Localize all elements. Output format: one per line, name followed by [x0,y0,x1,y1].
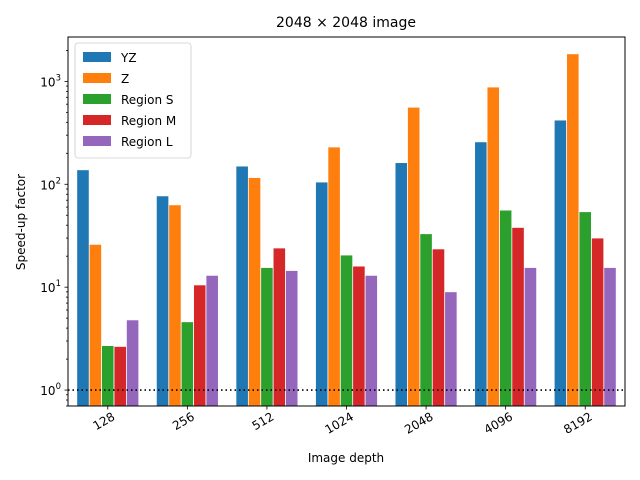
bar-yz-2048 [394,162,408,407]
y-axis-label: Speed-up factor [14,174,28,270]
bar-region-m-1024 [352,265,366,407]
bar-region-l-512 [285,270,299,407]
legend: YZ Z Region S Region M Region L [74,42,192,159]
chart-title: 2048 × 2048 image [276,15,416,31]
bar-region-l-128 [126,319,139,407]
legend-frame [74,42,192,159]
x-axis-label: Image depth [308,451,384,465]
y-tick-label: 100 [40,382,61,398]
bar-z-4096 [486,86,500,407]
bar-z-256 [168,204,182,407]
bar-region-m-2048 [432,248,445,407]
bar-region-m-256 [193,284,207,407]
x-tick-label: 512 [250,409,277,433]
bar-region-m-8192 [591,237,605,407]
bar-yz-512 [235,165,249,407]
x-tick-label: 8192 [561,409,594,436]
bar-region-l-2048 [444,291,458,407]
legend-label: Region S [121,93,174,107]
bar-region-l-8192 [603,267,617,407]
legend-swatch [83,136,111,146]
bar-region-s-8192 [578,211,592,407]
x-tick-label: 1024 [323,409,356,436]
y-tick-label: 101 [40,279,61,295]
bar-yz-1024 [315,181,329,407]
bar-yz-256 [156,195,169,407]
legend-swatch [83,73,111,83]
bars-group [76,53,617,407]
x-tick-label: 256 [170,409,197,433]
bar-region-l-4096 [524,267,537,407]
bar-yz-128 [76,169,90,407]
bar-region-s-2048 [419,233,433,407]
legend-label: YZ [120,51,137,65]
bar-z-8192 [566,53,580,407]
x-tick-label: 4096 [482,409,515,436]
bar-z-1024 [327,146,341,407]
bar-region-s-4096 [499,209,513,407]
x-axis: 128 256 512 1024 2048 4096 8192 [90,406,595,437]
bar-region-m-512 [272,247,286,407]
legend-swatch [83,94,111,104]
legend-swatch [83,52,111,62]
bar-region-s-512 [260,267,274,407]
bar-region-s-128 [101,345,115,407]
legend-swatch [83,115,111,125]
bar-region-l-256 [205,275,219,407]
x-tick-label: 128 [90,409,117,433]
y-tick-label: 103 [40,73,61,89]
legend-label: Z [121,72,129,86]
bar-z-512 [248,177,261,407]
bar-region-s-1024 [340,254,353,407]
bar-region-l-1024 [364,275,378,407]
y-axis: 100 101 102 103 [40,50,68,407]
bar-z-2048 [407,106,421,407]
bar-region-m-128 [113,346,127,407]
bar-region-s-256 [180,321,194,407]
y-tick-label: 102 [40,176,61,192]
x-tick-label: 2048 [402,409,435,436]
bar-yz-8192 [554,119,567,407]
bar-yz-4096 [474,141,488,407]
bar-z-128 [88,244,102,407]
bar-region-m-4096 [511,227,525,407]
legend-label: Region M [121,114,176,128]
legend-label: Region L [121,135,173,149]
